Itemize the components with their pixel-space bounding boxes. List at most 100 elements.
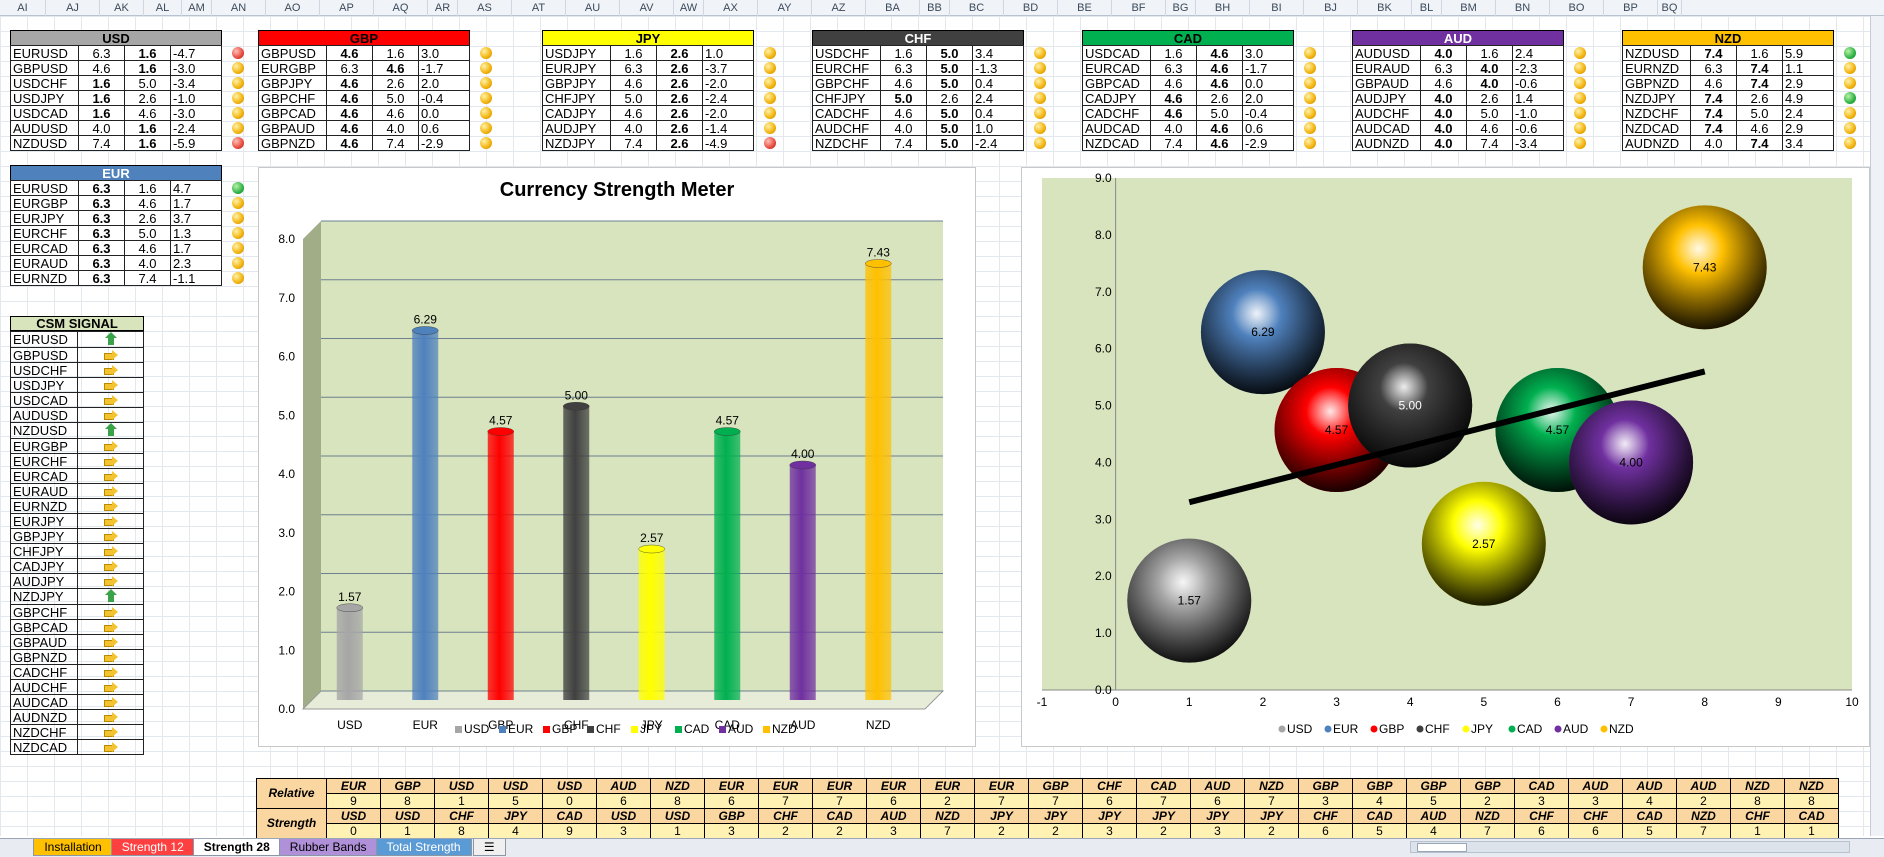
currency-strength-bar-chart[interactable]: 0.0 1.0 2.0 3.0 4.0 5.0 6.0 7.0 8.0 1.57 USD 6.29 EU… [258, 167, 976, 747]
csm-signal-row[interactable]: EURUSD [10, 331, 144, 348]
rs-currency-cell[interactable]: USD [434, 778, 489, 794]
rs-value-cell[interactable]: 8 [1730, 793, 1785, 809]
column-header-aj[interactable]: AJ [46, 0, 100, 16]
rs-value-cell[interactable]: 5 [1406, 793, 1461, 809]
rs-currency-cell[interactable]: CHF [1568, 808, 1623, 824]
pair-row[interactable]: NZDCHF 7.4 5.0 2.4 [1622, 105, 1834, 121]
pair-row[interactable]: USDCHF 1.6 5.0 3.4 [812, 45, 1024, 61]
csm-signal-row[interactable]: USDCAD [10, 392, 144, 408]
rs-currency-cell[interactable]: CAD [1622, 808, 1677, 824]
rs-currency-cell[interactable]: NZD [1460, 808, 1515, 824]
rs-value-cell[interactable]: 6 [1190, 793, 1245, 809]
pair-row[interactable]: NZDJPY 7.4 2.6 4.9 [1622, 90, 1834, 106]
rs-value-cell[interactable]: 7 [920, 823, 975, 839]
csm-signal-row[interactable]: AUDJPY [10, 573, 144, 589]
rs-value-cell[interactable]: 8 [380, 793, 435, 809]
rs-currency-cell[interactable]: EUR [812, 778, 867, 794]
rs-currency-cell[interactable]: AUD [1622, 778, 1677, 794]
rs-value-cell[interactable]: 2 [1028, 823, 1083, 839]
pair-row[interactable]: AUDCAD 4.0 4.6 0.6 [1082, 120, 1294, 136]
rs-currency-cell[interactable]: JPY [1190, 808, 1245, 824]
csm-signal-row[interactable]: NZDCAD [10, 739, 144, 755]
rs-currency-cell[interactable]: EUR [974, 778, 1029, 794]
rs-currency-cell[interactable]: JPY [974, 808, 1029, 824]
csm-signal-row[interactable]: NZDUSD [10, 422, 144, 439]
pair-row[interactable]: USDJPY 1.6 2.6 1.0 [542, 45, 754, 61]
rs-value-cell[interactable]: 0 [326, 823, 381, 839]
column-header-at[interactable]: AT [512, 0, 566, 16]
csm-signal-row[interactable]: NZDJPY [10, 588, 144, 605]
rs-value-cell[interactable]: 3 [704, 823, 759, 839]
pair-row[interactable]: NZDJPY 7.4 2.6 -4.9 [542, 135, 754, 151]
rs-currency-cell[interactable]: CAD [542, 808, 597, 824]
pair-row[interactable]: EURCHF 6.3 5.0 -1.3 [812, 60, 1024, 76]
csm-signal-row[interactable]: CHFJPY [10, 543, 144, 559]
pair-row[interactable]: CHFJPY 5.0 2.6 2.4 [812, 90, 1024, 106]
rs-value-cell[interactable]: 9 [542, 823, 597, 839]
csm-signal-row[interactable]: CADJPY [10, 558, 144, 574]
rs-value-cell[interactable]: 6 [704, 793, 759, 809]
rs-currency-cell[interactable]: GBP [1352, 778, 1407, 794]
rs-value-cell[interactable]: 7 [1244, 793, 1299, 809]
csm-signal-row[interactable]: CADCHF [10, 664, 144, 680]
tab-nav-arrows[interactable] [0, 839, 30, 857]
rs-value-cell[interactable]: 3 [596, 823, 651, 839]
pair-row[interactable]: GBPNZD 4.6 7.4 -2.9 [258, 135, 470, 151]
rs-currency-cell[interactable]: EUR [704, 778, 759, 794]
rs-value-cell[interactable]: 3 [1190, 823, 1245, 839]
rs-value-cell[interactable]: 8 [1784, 793, 1839, 809]
csm-signal-row[interactable]: AUDNZD [10, 709, 144, 725]
rs-currency-cell[interactable]: JPY [1136, 808, 1191, 824]
csm-signal-row[interactable]: EURGBP [10, 438, 144, 454]
rs-value-cell[interactable]: 1 [1784, 823, 1839, 839]
rs-value-cell[interactable]: 7 [758, 793, 813, 809]
rs-value-cell[interactable]: 8 [434, 823, 489, 839]
column-header-bg[interactable]: BG [1166, 0, 1196, 16]
rs-currency-cell[interactable]: CHF [1514, 808, 1569, 824]
pair-row[interactable]: NZDCAD 7.4 4.6 2.9 [1622, 120, 1834, 136]
pair-row[interactable]: NZDUSD 7.4 1.6 5.9 [1622, 45, 1834, 61]
pair-row[interactable]: CADCHF 4.6 5.0 0.4 [812, 105, 1024, 121]
csm-signal-row[interactable]: EURCHF [10, 453, 144, 469]
rs-value-cell[interactable]: 2 [1136, 823, 1191, 839]
csm-signal-row[interactable]: EURCAD [10, 468, 144, 484]
rs-currency-cell[interactable]: NZD [1730, 778, 1785, 794]
column-header-bm[interactable]: BM [1442, 0, 1496, 16]
pair-row[interactable]: NZDCHF 7.4 5.0 -2.4 [812, 135, 1024, 151]
rs-value-cell[interactable]: 7 [1460, 823, 1515, 839]
column-header-bh[interactable]: BH [1196, 0, 1250, 16]
csm-signal-row[interactable]: USDJPY [10, 377, 144, 393]
rs-currency-cell[interactable]: AUD [866, 808, 921, 824]
rs-currency-cell[interactable]: USD [596, 808, 651, 824]
rs-value-cell[interactable]: 2 [974, 823, 1029, 839]
rs-value-cell[interactable]: 2 [1460, 793, 1515, 809]
pair-row[interactable]: CHFJPY 5.0 2.6 -2.4 [542, 90, 754, 106]
rs-currency-cell[interactable]: NZD [1244, 778, 1299, 794]
column-header-bp[interactable]: BP [1604, 0, 1658, 16]
rs-value-cell[interactable]: 2 [758, 823, 813, 839]
csm-signal-row[interactable]: EURAUD [10, 483, 144, 499]
rs-currency-cell[interactable]: EUR [326, 778, 381, 794]
rs-value-cell[interactable]: 2 [1244, 823, 1299, 839]
rs-currency-cell[interactable]: JPY [1244, 808, 1299, 824]
rs-value-cell[interactable]: 1 [1730, 823, 1785, 839]
rs-currency-cell[interactable]: AUD [1568, 778, 1623, 794]
pair-row[interactable]: USDJPY 1.6 2.6 -1.0 [10, 90, 222, 106]
pair-row[interactable]: AUDNZD 4.0 7.4 3.4 [1622, 135, 1834, 151]
rs-currency-cell[interactable]: JPY [1082, 808, 1137, 824]
column-header-bf[interactable]: BF [1112, 0, 1166, 16]
column-header-as[interactable]: AS [458, 0, 512, 16]
rs-value-cell[interactable]: 5 [488, 793, 543, 809]
csm-signal-row[interactable]: USDCHF [10, 362, 144, 378]
rs-value-cell[interactable]: 4 [1352, 793, 1407, 809]
pair-row[interactable]: EURJPY 6.3 2.6 -3.7 [542, 60, 754, 76]
pair-row[interactable]: AUDJPY 4.0 2.6 1.4 [1352, 90, 1564, 106]
rs-value-cell[interactable]: 3 [1514, 793, 1569, 809]
column-header-bi[interactable]: BI [1250, 0, 1304, 16]
pair-row[interactable]: EURNZD 6.3 7.4 -1.1 [10, 270, 222, 286]
rs-value-cell[interactable]: 8 [650, 793, 705, 809]
pair-row[interactable]: EURCAD 6.3 4.6 1.7 [10, 240, 222, 256]
rs-value-cell[interactable]: 0 [542, 793, 597, 809]
rs-currency-cell[interactable]: JPY [488, 808, 543, 824]
csm-signal-row[interactable]: GBPUSD [10, 347, 144, 363]
